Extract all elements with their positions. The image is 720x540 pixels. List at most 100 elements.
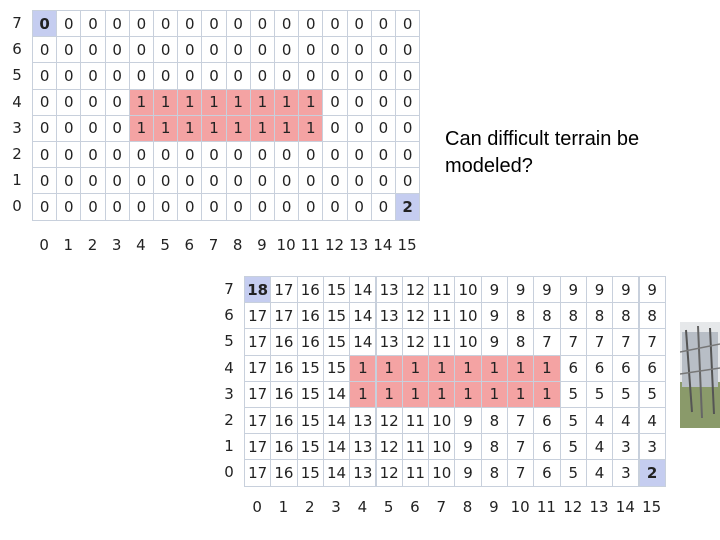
grid-cell: 16 — [296, 328, 324, 356]
grid-cell: 0 — [104, 114, 130, 142]
x-axis-label: 12 — [324, 236, 345, 254]
grid-cell: 12 — [375, 459, 403, 487]
x-axis-label: 1 — [63, 236, 74, 254]
grid-cell: 1 — [533, 380, 561, 408]
grid-cell: 5 — [559, 407, 587, 435]
grid-cell: 8 — [585, 302, 614, 330]
grid-cell: 0 — [153, 167, 179, 195]
grid-cell: 9 — [612, 276, 640, 304]
grid-cell: 1 — [249, 114, 275, 142]
grid-cell: 9 — [454, 433, 482, 461]
grid-cell: 0 — [225, 36, 251, 64]
grid-cell: 1 — [507, 380, 535, 408]
grid-cell: 0 — [153, 141, 179, 169]
y-axis-label: 4 — [224, 358, 234, 377]
grid-cell: 0 — [370, 88, 396, 116]
grid-cell: 11 — [428, 276, 456, 304]
x-axis-label: 8 — [232, 236, 243, 254]
grid-cell: 0 — [370, 114, 396, 142]
grid-cell: 0 — [128, 193, 154, 221]
x-axis-label: 4 — [136, 236, 146, 254]
grid-cell: 9 — [533, 276, 561, 304]
grid-cell: 0 — [32, 88, 58, 116]
grid-cell: 1 — [428, 380, 456, 408]
grid-cell: 6 — [585, 354, 614, 382]
grid-cell: 0 — [395, 114, 421, 142]
grid-cell: 8 — [533, 302, 561, 330]
grid-cell: 0 — [201, 193, 227, 221]
grid-cell: 9 — [480, 276, 508, 304]
y-axis-label: 6 — [12, 40, 22, 59]
y-axis-label: 2 — [12, 145, 22, 163]
grid-cell: 0 — [249, 167, 275, 195]
x-axis-label: 2 — [87, 236, 98, 254]
grid-cell: 13 — [349, 459, 377, 487]
grid-cell: 0 — [56, 62, 82, 90]
grid-cell: 7 — [507, 459, 535, 487]
grid-cell: 1 — [128, 114, 154, 142]
grid-cell: 0 — [128, 141, 154, 169]
grid-cell: 8 — [612, 302, 640, 330]
grid-cell: 0 — [395, 141, 421, 169]
grid-cell: 17 — [270, 302, 298, 330]
grid-cell: 16 — [296, 276, 324, 304]
grid-cell: 0 — [80, 36, 106, 64]
grid-cell: 7 — [533, 328, 561, 356]
grid-cell: 1 — [128, 88, 154, 116]
grid-cell: 1 — [225, 88, 251, 116]
grid-cell: 0 — [32, 36, 58, 64]
grid-cell: 1 — [274, 114, 300, 142]
grid-cell: 0 — [322, 167, 348, 195]
grid-cell: 14 — [349, 276, 377, 304]
grid-cell: 1 — [533, 354, 561, 382]
grid-cell: 8 — [480, 433, 508, 461]
x-axis-label: 7 — [436, 498, 447, 516]
grid-cell: 16 — [270, 354, 298, 382]
grid-cell: 15 — [296, 380, 324, 408]
x-axis-label: 5 — [160, 236, 170, 254]
grid-cell: 1 — [298, 114, 324, 142]
grid-cell: 0 — [370, 36, 396, 64]
grid-cell: 11 — [401, 407, 430, 435]
grid-cell: 0 — [274, 36, 300, 64]
grid-cell: 0 — [56, 114, 82, 142]
grid-cell: 1 — [274, 88, 300, 116]
grid-cell: 4 — [585, 407, 614, 435]
grid-cell: 1 — [375, 380, 403, 408]
grid-cell: 5 — [559, 459, 587, 487]
grid-cell: 0 — [128, 62, 154, 90]
grid-cell: 15 — [296, 459, 324, 487]
grid-cell: 6 — [638, 354, 666, 382]
x-axis-label: 1 — [278, 498, 289, 516]
grid-cell: 0 — [80, 141, 106, 169]
grid-cell: 7 — [585, 328, 614, 356]
grid-cell: 9 — [559, 276, 587, 304]
x-axis-label: 9 — [257, 236, 267, 254]
grid-cell: 1 — [375, 354, 403, 382]
y-axis-label: 6 — [224, 306, 234, 325]
x-axis-label: 13 — [589, 498, 609, 516]
grid-cell: 0 — [128, 36, 154, 64]
grid-cell: 0 — [177, 36, 203, 64]
grid-cell: 0 — [80, 10, 106, 38]
grid-cell: 7 — [638, 328, 666, 356]
y-axis-label: 0 — [224, 463, 234, 482]
x-axis-label: 14 — [373, 236, 393, 254]
grid-cell: 12 — [375, 433, 403, 461]
grid-cell: 0 — [370, 167, 396, 195]
grid-cell: 3 — [612, 459, 640, 487]
grid-cell: 8 — [507, 302, 535, 330]
grid-cell: 13 — [349, 433, 377, 461]
grid-cell: 0 — [395, 36, 421, 64]
grid-cell: 15 — [322, 354, 351, 382]
x-axis-label: 10 — [510, 498, 530, 516]
grid-cell: 17 — [244, 302, 272, 330]
grid-cell: 8 — [559, 302, 587, 330]
grid-cell: 15 — [296, 433, 324, 461]
grid-cell: 1 — [249, 88, 275, 116]
grid-cell: 0 — [225, 167, 251, 195]
grid-cell: 11 — [428, 328, 456, 356]
grid-cell: 17 — [244, 380, 272, 408]
start-cell: 0 — [32, 10, 58, 38]
x-axis-label: 6 — [184, 236, 195, 254]
